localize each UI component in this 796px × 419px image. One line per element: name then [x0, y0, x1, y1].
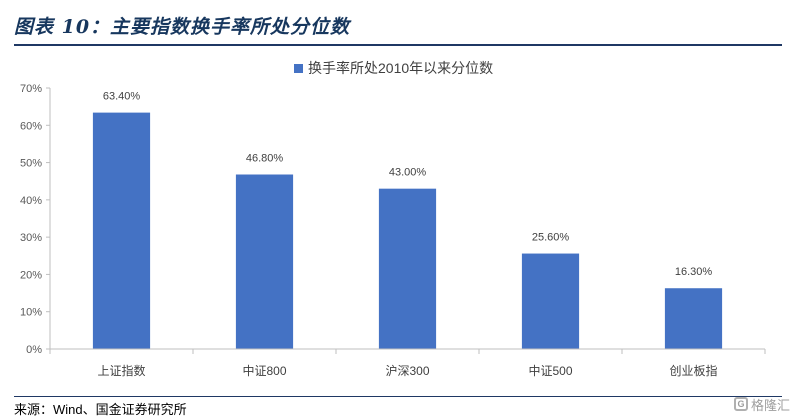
watermark-text: 格隆汇	[750, 397, 790, 413]
bar-value-label: 16.30%	[675, 266, 713, 278]
x-category-label: 创业板指	[669, 363, 717, 378]
bar	[235, 174, 294, 349]
bar-value-label: 25.60%	[532, 232, 570, 244]
y-tick-label: 20%	[20, 269, 42, 281]
y-tick-label: 40%	[20, 195, 42, 207]
legend-label: 换手率所处2010年以来分位数	[308, 60, 493, 76]
chart-legend: 换手率所处2010年以来分位数	[294, 60, 493, 76]
header-divider	[14, 44, 782, 46]
report-header: 图表 10：主要指数换手率所处分位数	[0, 0, 796, 46]
bar	[521, 253, 580, 349]
x-category-label: 中证800	[242, 363, 286, 378]
bar-value-label: 46.80%	[246, 153, 284, 165]
x-category-label: 中证500	[528, 363, 572, 378]
bar	[378, 188, 437, 349]
y-tick-label: 0%	[26, 344, 42, 356]
y-axis: 0% 10% 20% 30% 40% 50% 60% 70%	[20, 83, 51, 356]
bar	[92, 112, 151, 349]
legend-swatch	[294, 64, 303, 73]
y-tick-label: 10%	[20, 307, 42, 319]
bar	[664, 288, 723, 349]
watermark: G 格隆汇	[733, 393, 790, 415]
x-category-label: 上证指数	[97, 363, 145, 378]
bar-series: 63.40% 46.80% 43.00% 25.60% 16.30%	[92, 91, 723, 349]
y-tick-label: 70%	[20, 83, 42, 95]
bar-value-label: 63.40%	[103, 91, 141, 103]
y-tick-label: 30%	[20, 232, 42, 244]
bar-value-label: 43.00%	[389, 167, 427, 179]
source-note: 来源：Wind、国金证券研究所	[14, 402, 187, 417]
bar-chart: 换手率所处2010年以来分位数 0%10%20%30%40%50%60%70% …	[20, 60, 766, 378]
report-footer: 来源：Wind、国金证券研究所	[14, 396, 782, 417]
y-tick-label: 50%	[20, 158, 42, 170]
x-category-label: 沪深300	[385, 364, 429, 378]
footer-divider	[14, 396, 782, 397]
watermark-logo-icon: G	[733, 397, 748, 411]
x-axis: 上证指数 中证800 沪深300 中证500 创业板指	[49, 348, 766, 378]
y-tick-label: 60%	[20, 120, 42, 132]
figure-title: 图表 10：主要指数换手率所处分位数	[14, 16, 351, 38]
